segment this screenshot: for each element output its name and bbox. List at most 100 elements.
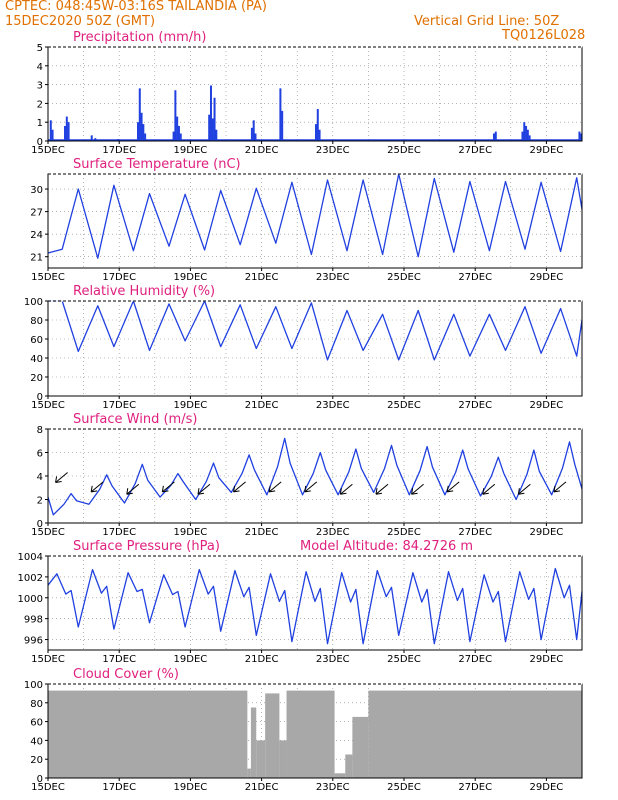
panel-title-temp: Surface Temperature (nC) bbox=[73, 157, 241, 172]
y-tick-label: 100 bbox=[24, 297, 43, 308]
x-tick-label: 27DEC bbox=[458, 145, 492, 156]
y-tick-label: 1002 bbox=[18, 573, 43, 584]
cloud-bar bbox=[334, 773, 346, 778]
precip-bar bbox=[215, 129, 218, 141]
x-tick-label: 19DEC bbox=[174, 782, 208, 793]
x-tick-label: 19DEC bbox=[174, 654, 208, 665]
y-tick-label: 0 bbox=[37, 392, 43, 403]
cloud-bar bbox=[48, 690, 248, 778]
precip-bar bbox=[316, 109, 319, 141]
wind-arrow-head bbox=[55, 476, 62, 483]
precip-bar bbox=[252, 120, 255, 141]
wind-arrow bbox=[162, 481, 175, 493]
wind-arrow-head bbox=[90, 485, 98, 493]
x-tick-label: 27DEC bbox=[458, 400, 492, 411]
x-tick-label: 15DEC bbox=[31, 400, 65, 411]
y-tick-label: 80 bbox=[30, 316, 43, 327]
wind-arrow-head bbox=[268, 485, 276, 493]
x-tick-label: 19DEC bbox=[174, 400, 208, 411]
rh-series-line bbox=[48, 300, 583, 361]
y-tick-label: 21 bbox=[30, 253, 43, 264]
wind-arrow-head bbox=[375, 488, 383, 495]
x-tick-label: 17DEC bbox=[102, 654, 136, 665]
wind-arrow-head bbox=[197, 488, 205, 495]
precip-bar bbox=[526, 129, 529, 141]
x-tick-label: 25DEC bbox=[387, 272, 421, 283]
wind-arrow bbox=[553, 481, 567, 493]
x-tick-label: 29DEC bbox=[530, 272, 564, 283]
y-tick-label: 5 bbox=[37, 43, 43, 54]
wind-arrow-head bbox=[304, 485, 311, 493]
y-tick-label: 24 bbox=[30, 230, 43, 241]
wind-arrow-head bbox=[339, 488, 347, 495]
wind-arrow-head bbox=[446, 485, 454, 493]
wind-arrow bbox=[518, 483, 531, 495]
panel-precip: 0 1 2 3 4 5 15DEC 17DEC 19DEC 21DEC 23DEC 25DEC 27DE… bbox=[31, 30, 583, 156]
panel-frame bbox=[47, 555, 583, 651]
precip-bar bbox=[525, 125, 528, 141]
cloud-bar bbox=[279, 740, 287, 778]
panel-wind: 0 2 4 6 8 15DEC 17DEC 19DEC 21DEC 23DEC 25DEC 27DEC… bbox=[31, 412, 583, 538]
wind-series-line bbox=[47, 437, 583, 516]
wind-arrow-head bbox=[411, 488, 418, 495]
y-tick-label: 4 bbox=[37, 472, 43, 483]
precip-bar bbox=[49, 120, 52, 141]
precip-bar bbox=[51, 129, 54, 141]
x-tick-label: 15DEC bbox=[31, 782, 65, 793]
y-tick-label: 3 bbox=[37, 81, 43, 92]
panel-title-wind: Surface Wind (m/s) bbox=[73, 412, 197, 427]
x-tick-label: 15DEC bbox=[31, 272, 65, 283]
cloud-bar bbox=[368, 690, 582, 778]
precip-bar bbox=[144, 133, 147, 141]
y-tick-label: 20 bbox=[30, 755, 43, 766]
wind-arrow bbox=[268, 481, 282, 493]
x-tick-label: 27DEC bbox=[458, 782, 492, 793]
precip-bar bbox=[279, 88, 282, 141]
x-tick-label: 21DEC bbox=[245, 400, 279, 411]
x-tick-label: 21DEC bbox=[245, 782, 279, 793]
precip-bar bbox=[493, 133, 495, 141]
x-tick-label: 17DEC bbox=[102, 400, 136, 411]
wind-arrow bbox=[304, 481, 318, 493]
precip-bar bbox=[318, 129, 321, 141]
cloud-bar bbox=[265, 693, 280, 778]
wind-arrow bbox=[126, 483, 140, 495]
x-tick-label: 17DEC bbox=[102, 145, 136, 156]
panel-title-pres: Surface Pressure (hPa) bbox=[73, 539, 220, 554]
cloud-bar bbox=[256, 740, 266, 778]
x-tick-label: 21DEC bbox=[245, 145, 279, 156]
x-tick-label: 23DEC bbox=[316, 782, 350, 793]
wind-arrow bbox=[90, 481, 104, 493]
x-tick-label: 27DEC bbox=[458, 654, 492, 665]
x-tick-label: 29DEC bbox=[530, 782, 564, 793]
header-code: TQ0126L028 bbox=[502, 28, 586, 43]
y-tick-label: 2 bbox=[37, 496, 43, 507]
y-tick-label: 0 bbox=[37, 137, 43, 148]
precip-bar bbox=[179, 133, 182, 141]
model-altitude-label: Model Altitude: 84.2726 m bbox=[300, 539, 473, 554]
x-tick-label: 27DEC bbox=[458, 527, 492, 538]
y-tick-label: 60 bbox=[30, 335, 43, 346]
pres-series-line bbox=[47, 567, 583, 645]
precip-bar bbox=[523, 122, 526, 141]
header-station: CPTEC: 048:45W-03:16S TAILANDIA (PA) bbox=[5, 0, 267, 14]
panel-temp: 21 24 27 30 15DEC 17DEC 19DEC 21DEC 23DEC 25DEC 27… bbox=[30, 157, 583, 283]
x-tick-label: 17DEC bbox=[102, 272, 136, 283]
x-tick-label: 19DEC bbox=[174, 145, 208, 156]
precip-bar bbox=[174, 90, 177, 141]
precip-bar bbox=[494, 131, 497, 141]
y-tick-label: 20 bbox=[30, 373, 43, 384]
precip-bar bbox=[250, 127, 253, 141]
panel-cloud: 0 20 40 60 80 100 15DEC 17DEC 19DEC 21DEC 23DEC 25D… bbox=[24, 667, 583, 793]
panel-pres: 996 998 1000 1002 1004 15DEC 17DEC 19DEC 21DEC 23… bbox=[18, 539, 583, 665]
precip-bar bbox=[208, 114, 211, 141]
precip-bar bbox=[176, 116, 179, 141]
precip-bar bbox=[177, 125, 180, 141]
panel-title-rh: Relative Humidity (%) bbox=[73, 284, 215, 299]
wind-arrow bbox=[55, 472, 68, 483]
panel-frame bbox=[47, 173, 583, 269]
precip-bar bbox=[521, 131, 524, 141]
x-tick-label: 19DEC bbox=[174, 272, 208, 283]
precip-bar bbox=[281, 110, 284, 141]
